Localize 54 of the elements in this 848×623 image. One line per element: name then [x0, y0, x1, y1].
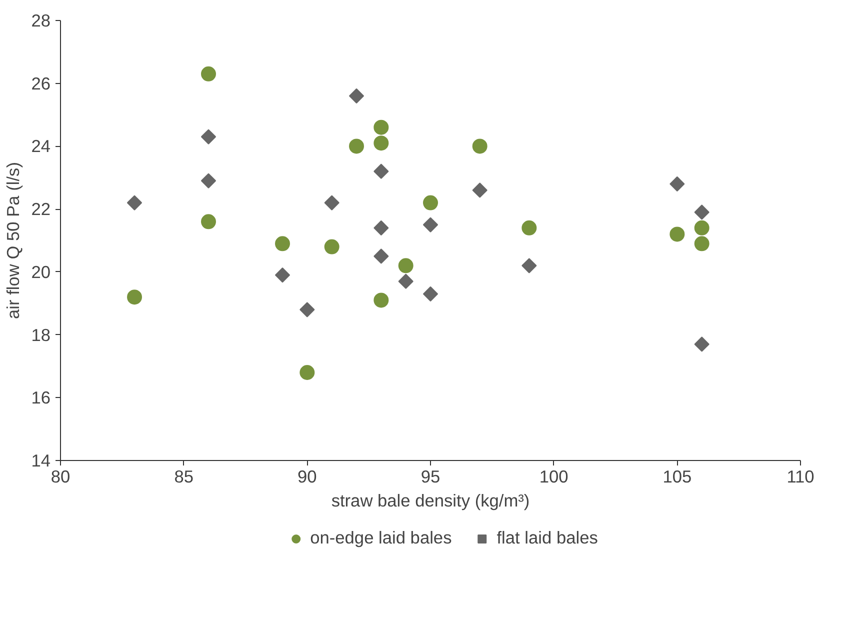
- y-tick-label: 18: [31, 324, 51, 345]
- x-tick-label: 100: [539, 466, 568, 486]
- point: [349, 138, 364, 154]
- point: [300, 302, 315, 318]
- point: [348, 88, 364, 104]
- x-tick-label: 110: [786, 466, 814, 486]
- x-tick-label: 95: [420, 466, 440, 486]
- y-tick-label: 24: [31, 136, 51, 156]
- point: [694, 204, 710, 220]
- point: [670, 176, 685, 192]
- y-tick-label: 16: [31, 388, 51, 408]
- point: [422, 217, 438, 232]
- point: [275, 236, 290, 252]
- point: [200, 129, 216, 144]
- point: [126, 195, 142, 210]
- legend-label: on-edge laid bales: [310, 528, 452, 548]
- point: [423, 195, 438, 210]
- x-tick-label: 80: [50, 466, 70, 486]
- point: [201, 214, 216, 230]
- point: [472, 182, 488, 198]
- point: [522, 220, 537, 236]
- y-tick-label: 28: [31, 10, 51, 30]
- x-tick-label: 90: [298, 466, 317, 486]
- y-tick-label: 26: [31, 73, 51, 94]
- y-axis-title: air flow Q 50 Pa (l/s): [3, 162, 24, 319]
- point: [374, 292, 389, 308]
- point: [694, 336, 710, 352]
- point: [522, 258, 537, 274]
- point: [374, 120, 389, 135]
- x-tick-label: 85: [174, 466, 194, 486]
- x-tick-label: 105: [662, 466, 692, 486]
- point: [324, 239, 340, 254]
- legend-label: flat laid bales: [496, 528, 598, 548]
- point: [374, 248, 389, 264]
- point: [200, 173, 216, 188]
- y-tick-label: 20: [31, 262, 51, 282]
- point: [274, 268, 290, 283]
- point: [324, 195, 340, 210]
- point: [694, 220, 710, 236]
- point: [398, 274, 414, 289]
- point: [300, 365, 315, 380]
- point: [201, 66, 216, 82]
- point: [398, 258, 414, 274]
- y-tick-label: 22: [31, 199, 51, 220]
- point: [670, 226, 685, 242]
- y-tick-label: 14: [31, 450, 51, 470]
- x-axis-title: straw bale density (kg/m³): [331, 490, 530, 510]
- point: [374, 220, 389, 236]
- point: [422, 286, 438, 302]
- point: [694, 236, 710, 252]
- point: [127, 290, 142, 305]
- point: [374, 164, 389, 179]
- point: [374, 136, 389, 151]
- point: [472, 138, 488, 154]
